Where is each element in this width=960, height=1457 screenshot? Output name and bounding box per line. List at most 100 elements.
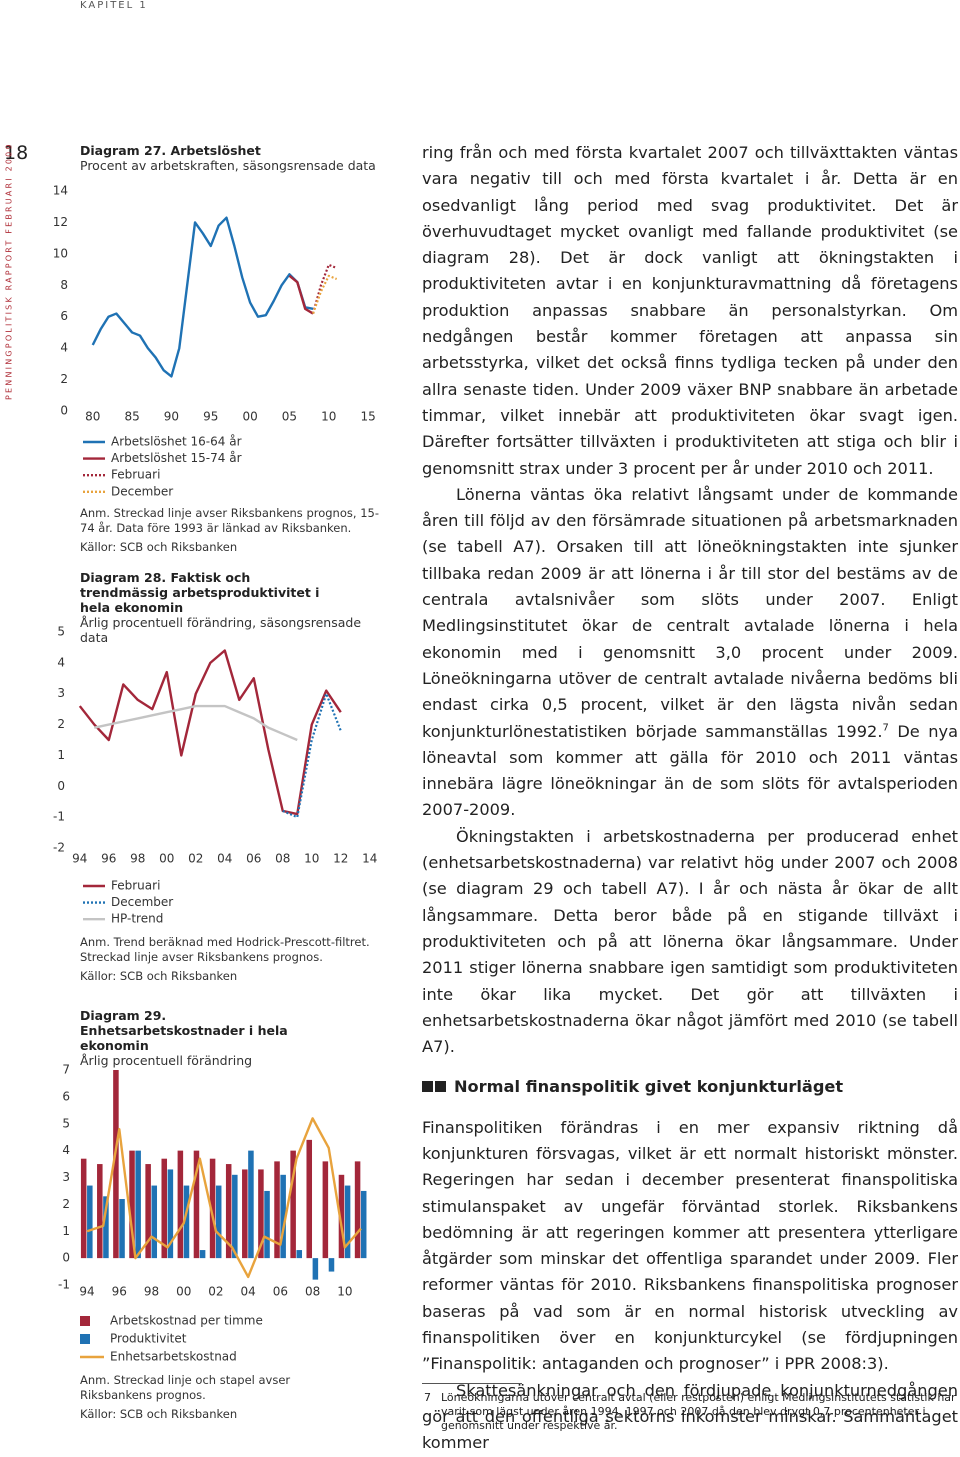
x-tick-label: 05 <box>282 410 297 424</box>
bar <box>280 1174 286 1259</box>
bar <box>274 1161 280 1259</box>
x-tick-label: 08 <box>305 1285 320 1299</box>
x-tick-label: 95 <box>203 410 218 424</box>
chart-source: Källor: SCB och Riksbanken <box>80 1407 238 1421</box>
x-tick-label: 96 <box>112 1285 127 1299</box>
bar <box>242 1169 248 1259</box>
x-tick-label: 98 <box>130 852 145 866</box>
bullet <box>422 1081 433 1093</box>
x-tick-label: 04 <box>217 852 232 866</box>
bar <box>360 1190 367 1259</box>
bar <box>193 1150 200 1259</box>
x-tick-label: 80 <box>85 410 100 424</box>
paragraph: Finanspolitiken förändras i en mer expan… <box>422 1117 958 1374</box>
bar <box>199 1250 206 1259</box>
page-number: 18 <box>4 142 29 164</box>
x-tick-label: 96 <box>101 852 116 866</box>
y-tick-label: 2 <box>62 1197 70 1211</box>
bar <box>225 1164 232 1259</box>
bar <box>97 1164 103 1259</box>
bar <box>312 1258 319 1280</box>
page: KAPITEL 1 18 PENNINGPOLITISK RAPPORT FEB… <box>4 0 958 1453</box>
y-tick-label: 4 <box>60 341 68 355</box>
bar <box>290 1150 296 1259</box>
bar <box>145 1164 151 1259</box>
legend-label: December <box>111 484 173 498</box>
legend-label: Februari <box>111 879 160 893</box>
x-tick-label: 00 <box>176 1285 191 1299</box>
x-tick-label: 85 <box>124 410 139 424</box>
bar <box>209 1158 216 1259</box>
chart-subtitle: Årlig procentuell förändring, säsongsren… <box>80 615 362 645</box>
y-tick-label: -1 <box>53 810 65 824</box>
legend-label: Enhetsarbetskostnad <box>110 1350 237 1364</box>
bar <box>215 1185 222 1259</box>
y-tick-label: 0 <box>57 779 65 793</box>
series-line <box>91 216 314 378</box>
bar <box>296 1250 303 1259</box>
bar <box>87 1185 93 1259</box>
chart-title: Diagram 29. Enhetsarbetskostnader i hela… <box>80 1008 288 1053</box>
x-tick-label: 10 <box>321 410 336 424</box>
chart-source: Källor: SCB och Riksbanken <box>80 540 238 554</box>
legend-label: Produktivitet <box>110 1332 187 1346</box>
legend-label: Arbetskostnad per timme <box>110 1314 263 1328</box>
heading: Normal finanspolitik givet konjunkturläg… <box>422 1074 958 1100</box>
y-tick-label: 2 <box>57 717 65 731</box>
x-tick-label: 90 <box>164 410 179 424</box>
x-tick-label: 04 <box>241 1285 256 1299</box>
bar <box>119 1199 125 1259</box>
bar <box>183 1185 190 1259</box>
chart-source: Källor: SCB och Riksbanken <box>80 969 238 983</box>
footnote-rule <box>422 1383 522 1384</box>
text: Lönerna väntas öka relativt långsamt und… <box>422 484 958 741</box>
bar <box>129 1150 135 1259</box>
legend-label: Februari <box>111 468 160 482</box>
legend-label: Arbetslöshet 15-74 år <box>111 451 242 465</box>
x-tick-label: 94 <box>79 1285 94 1299</box>
y-tick-label: 4 <box>57 655 65 669</box>
bar <box>248 1150 254 1259</box>
bar <box>161 1158 168 1259</box>
bar <box>264 1190 270 1259</box>
bar <box>338 1174 345 1259</box>
legend-label: HP-trend <box>111 912 163 926</box>
y-tick-label: 0 <box>60 404 68 418</box>
y-tick-label: 1 <box>57 748 65 762</box>
footnote-number: 7 <box>424 1391 431 1404</box>
y-tick-label: 14 <box>53 184 68 198</box>
x-tick-label: 00 <box>159 852 174 866</box>
bar <box>167 1169 174 1259</box>
x-tick-label: 94 <box>72 852 87 866</box>
bar <box>177 1150 184 1259</box>
x-tick-label: 08 <box>275 852 290 866</box>
y-tick-label: 6 <box>60 309 68 323</box>
series-line <box>78 649 342 816</box>
x-tick-label: 06 <box>273 1285 288 1299</box>
legend-label: Arbetslöshet 16-64 år <box>111 435 242 449</box>
x-tick-label: 10 <box>304 852 319 866</box>
chart-column: PENNINGPOLITISK RAPPORT FEBRUARI 2009 02… <box>5 142 378 1364</box>
x-tick-label: 06 <box>246 852 261 866</box>
y-tick-label: 3 <box>57 686 65 700</box>
bar <box>258 1169 264 1259</box>
chart-note: Anm. Streckad linje avser Riksbankens pr… <box>80 506 379 535</box>
series-line <box>312 274 338 314</box>
text: De nya löneavtal som kommer att gälla fö… <box>422 721 958 820</box>
bar <box>113 1070 119 1259</box>
chart-note: Anm. Trend beräknad med Hodrick-Prescott… <box>80 935 370 964</box>
paragraph: Ökningstakten i arbetskostnaderna per pr… <box>422 826 958 1057</box>
x-tick-label: 02 <box>188 852 203 866</box>
x-tick-label: 14 <box>362 852 377 866</box>
x-tick-label: 00 <box>242 410 257 424</box>
y-tick-label: 12 <box>53 215 68 229</box>
y-tick-label: 8 <box>60 278 68 292</box>
legend-swatch <box>80 1316 90 1326</box>
chart-title: Diagram 28. Faktisk och trendmässig arbe… <box>80 570 320 615</box>
x-tick-label: 12 <box>333 852 348 866</box>
x-tick-label: 98 <box>144 1285 159 1299</box>
y-tick-label: 7 <box>62 1063 70 1077</box>
bar <box>80 1158 87 1259</box>
publication: PENNINGPOLITISK RAPPORT FEBRUARI 2009 <box>5 142 14 400</box>
paragraph: Lönerna väntas öka relativt långsamt und… <box>422 482 958 824</box>
